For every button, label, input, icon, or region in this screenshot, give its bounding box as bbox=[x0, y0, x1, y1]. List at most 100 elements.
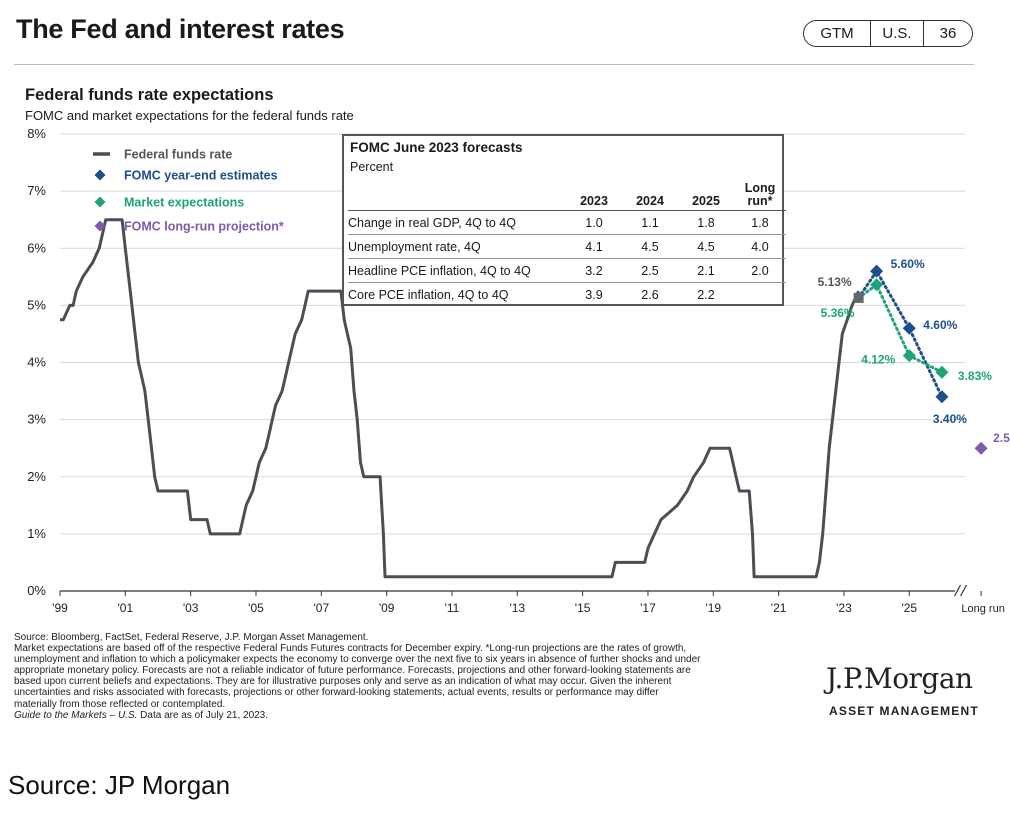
y-tick-label: 0% bbox=[27, 583, 46, 598]
footnote-line: Market expectations are based off of the… bbox=[14, 643, 687, 655]
x-tick-label: '05 bbox=[248, 601, 264, 615]
x-tick-label: '11 bbox=[445, 601, 460, 615]
fed-funds-rate-line bbox=[60, 218, 860, 579]
x-tick-label: '21 bbox=[771, 601, 787, 615]
table-row: Headline PCE inflation, 4Q to 4Q 3.2 2.5… bbox=[348, 258, 786, 283]
table-header-2025: 2025 bbox=[678, 176, 734, 211]
diamond-point bbox=[870, 264, 884, 278]
x-tick-label: '99 bbox=[52, 601, 68, 615]
fed-funds-chart: 0% 1% 2% 3% 4% 5% 6% 7% 8% '99 '01 '03 '05 '07 '09 '11 '… bbox=[27, 126, 1010, 615]
table-cell: 4.1 bbox=[566, 234, 622, 259]
x-tick-label: '07 bbox=[313, 601, 329, 615]
table-row: Unemployment rate, 4Q 4.1 4.5 4.5 4.0 bbox=[348, 234, 786, 259]
data-label: 3.83% bbox=[958, 369, 992, 383]
badge-region: U.S. bbox=[871, 21, 924, 46]
axis-break-mark bbox=[960, 584, 968, 597]
x-tick-label: '19 bbox=[705, 601, 721, 615]
diamond-point bbox=[902, 349, 916, 363]
badge-page-number: 36 bbox=[939, 25, 957, 42]
footnote: Source: Bloomberg, FactSet, Federal Rese… bbox=[14, 632, 810, 721]
chart-subtitle: FOMC and market expectations for the fed… bbox=[25, 108, 354, 123]
x-tick-label: '01 bbox=[118, 601, 134, 615]
table-row: Change in real GDP, 4Q to 4Q 1.0 1.1 1.8… bbox=[348, 211, 786, 235]
chart-title: Federal funds rate expectations bbox=[25, 86, 274, 104]
current-rate-label: 5.13% bbox=[818, 275, 852, 289]
y-tick-label: 7% bbox=[27, 183, 46, 198]
y-tick-label: 8% bbox=[27, 126, 46, 141]
footnote-line: uncertainties and risks associated with … bbox=[14, 687, 659, 699]
row-label: Unemployment rate, 4Q bbox=[348, 234, 566, 259]
x-tick-label: '25 bbox=[901, 601, 917, 615]
logo-subtitle: ASSET MANAGEMENT bbox=[829, 704, 979, 718]
forecast-table-subtitle: Percent bbox=[350, 160, 394, 174]
table-cell: 2.6 bbox=[622, 282, 678, 306]
table-row: Core PCE inflation, 4Q to 4Q 3.9 2.6 2.2 bbox=[348, 282, 786, 306]
data-label: 3.40% bbox=[933, 412, 967, 426]
legend-swatch bbox=[94, 220, 106, 232]
source-caption: Source: JP Morgan bbox=[8, 770, 231, 800]
footnote-line: appropriate monetary policy. Forecasts a… bbox=[14, 665, 691, 677]
footnote-line: Source: Bloomberg, FactSet, Federal Rese… bbox=[14, 632, 369, 643]
data-label: 4.12% bbox=[861, 353, 895, 367]
x-tick-label: '03 bbox=[183, 601, 199, 615]
data-label: 5.36% bbox=[821, 306, 855, 320]
y-tick-label: 2% bbox=[27, 469, 46, 484]
page-title: The Fed and interest rates bbox=[16, 14, 345, 44]
diamond-point bbox=[935, 390, 949, 404]
fomc-estimates-dotted-line bbox=[857, 268, 944, 399]
table-cell bbox=[734, 282, 786, 306]
y-tick-label: 6% bbox=[27, 240, 46, 255]
x-tick-label: Long run bbox=[961, 603, 1004, 615]
header-divider bbox=[14, 64, 974, 65]
legend-label: FOMC year-end estimates bbox=[124, 169, 278, 183]
table-cell: 2.1 bbox=[678, 258, 734, 283]
badge-gtm: GTM bbox=[804, 21, 871, 46]
footnote-line: unemployment and inflation to which a po… bbox=[14, 654, 701, 666]
guide-date: Data are as of July 21, 2023. bbox=[137, 709, 269, 721]
y-tick-label: 5% bbox=[27, 297, 46, 312]
data-label: 5.60% bbox=[891, 257, 925, 271]
guide-title: Guide to the Markets – U.S. bbox=[14, 709, 138, 721]
row-label: Core PCE inflation, 4Q to 4Q bbox=[348, 282, 566, 306]
diamond-point bbox=[974, 441, 988, 455]
table-cell: 4.5 bbox=[622, 234, 678, 259]
jpmorgan-logo: J.P.Morgan bbox=[826, 662, 973, 695]
table-cell: 2.2 bbox=[678, 282, 734, 306]
legend-label: FOMC long-run projection* bbox=[124, 220, 284, 234]
table-cell: 2.5 bbox=[622, 258, 678, 283]
data-label: 4.60% bbox=[923, 318, 957, 332]
y-tick-label: 3% bbox=[27, 412, 46, 427]
diamond-point bbox=[935, 365, 949, 379]
page-badge: GTM U.S. 36 bbox=[803, 20, 973, 47]
y-tick-label: 4% bbox=[27, 355, 46, 370]
table-cell: 4.5 bbox=[678, 234, 734, 259]
table-cell: 3.2 bbox=[566, 258, 622, 283]
table-cell: 1.0 bbox=[585, 215, 603, 230]
x-tick-label: '15 bbox=[575, 601, 591, 615]
legend-label: Federal funds rate bbox=[124, 148, 232, 162]
forecast-table: 2023 2024 2025 Long run* Change in real … bbox=[348, 176, 786, 306]
legend-swatch bbox=[94, 196, 106, 208]
table-cell: 4.0 bbox=[734, 234, 786, 259]
axis-break-mark bbox=[954, 584, 962, 597]
current-rate-marker bbox=[853, 292, 864, 303]
footnote-line: materially from those reflected or conte… bbox=[14, 698, 226, 710]
table-header-2023: 2023 bbox=[566, 176, 622, 211]
table-cell: 3.9 bbox=[566, 282, 622, 306]
table-cell: 1.8 bbox=[697, 215, 715, 230]
table-header-2024: 2024 bbox=[622, 176, 678, 211]
legend-label: Market expectations bbox=[124, 196, 244, 210]
x-tick-label: '17 bbox=[640, 601, 656, 615]
x-tick-label: '23 bbox=[836, 601, 852, 615]
diamond-point bbox=[902, 321, 916, 335]
x-tick-label: '09 bbox=[379, 601, 395, 615]
footnote-guide: Guide to the Markets – U.S. Data are as … bbox=[14, 710, 810, 721]
legend-swatch bbox=[94, 169, 106, 181]
table-cell: 2.0 bbox=[734, 258, 786, 283]
forecast-table-title: FOMC June 2023 forecasts bbox=[350, 140, 523, 155]
y-tick-label: 1% bbox=[27, 526, 46, 541]
table-cell: 1.8 bbox=[751, 215, 769, 230]
row-label: Headline PCE inflation, 4Q to 4Q bbox=[348, 258, 566, 283]
x-tick-label: '13 bbox=[509, 601, 525, 615]
table-header-long-run: Long run* bbox=[734, 176, 786, 211]
